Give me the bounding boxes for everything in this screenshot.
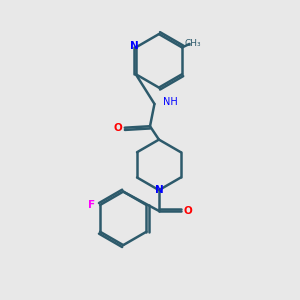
Text: CH₃: CH₃ bbox=[184, 38, 201, 47]
Text: NH: NH bbox=[163, 98, 178, 107]
Text: O: O bbox=[183, 206, 192, 216]
Text: O: O bbox=[114, 123, 123, 133]
Text: N: N bbox=[154, 185, 163, 195]
Text: F: F bbox=[88, 200, 95, 210]
Text: N: N bbox=[130, 41, 139, 51]
